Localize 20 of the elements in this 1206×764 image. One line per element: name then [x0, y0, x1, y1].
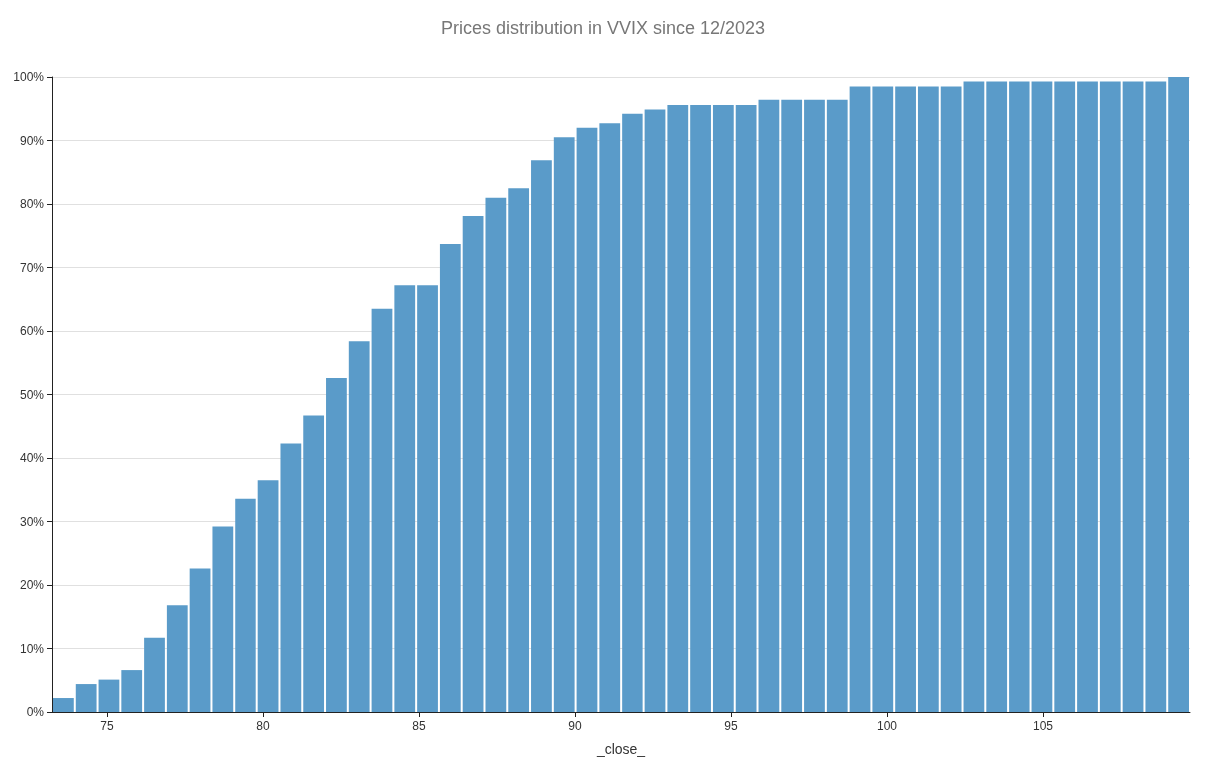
chart-title: Prices distribution in VVIX since 12/2023 — [440, 18, 766, 38]
y-tick-label: 30% — [19, 514, 45, 529]
x-tick-label: 90 — [568, 719, 582, 733]
x-tick-label: 100 — [877, 719, 898, 733]
x-axis-title: _close_ — [595, 741, 646, 757]
y-tick-label: 100% — [13, 70, 45, 84]
y-tick-label: 20% — [19, 578, 45, 592]
y-tick-label: 90% — [19, 133, 45, 148]
y-tick-label: 0% — [26, 705, 45, 719]
y-tick-label: 50% — [19, 387, 45, 402]
x-tick-label: 80 — [256, 719, 270, 733]
x-tick-label: 75 — [100, 719, 114, 733]
x-tick-label: 95 — [724, 719, 738, 733]
x-tick-label: 85 — [412, 719, 426, 733]
y-tick-label: 70% — [19, 260, 45, 275]
y-tick-label: 40% — [19, 451, 45, 465]
y-tick-label: 10% — [19, 641, 45, 656]
y-tick-label: 80% — [19, 197, 45, 211]
y-tick-label: 60% — [19, 324, 45, 338]
x-tick-label: 105 — [1033, 719, 1054, 733]
